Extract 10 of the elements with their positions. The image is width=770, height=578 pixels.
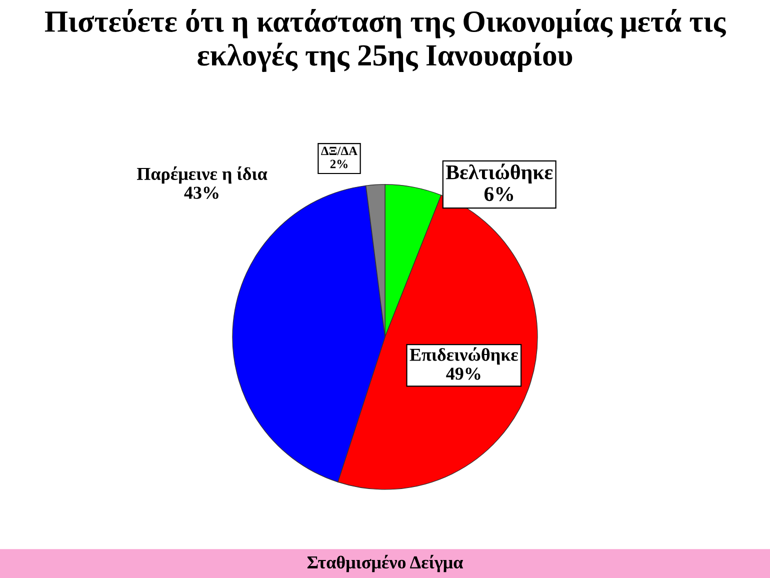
data-label: 43% (184, 186, 218, 199)
data-label: 49% (446, 368, 480, 380)
slice-label: Παρέμεινε η ίδια (136, 166, 268, 184)
slice-label: Επιδεινώθηκε (410, 347, 518, 365)
data-label: 6% (484, 187, 514, 202)
chart-title: Πιστεύετε ότι η κατάσταση της Οικονομίας μετά τις εκλογές της 25ης Ιανουαρίου (44, 8, 726, 72)
text: Σταθμισμένο Δείγμα (307, 554, 464, 572)
slice-label: ΔΞ/ΔΑ (321, 146, 358, 156)
data-label: 2% (330, 160, 348, 168)
slice-label: Βελτιώθηκε (446, 164, 553, 184)
